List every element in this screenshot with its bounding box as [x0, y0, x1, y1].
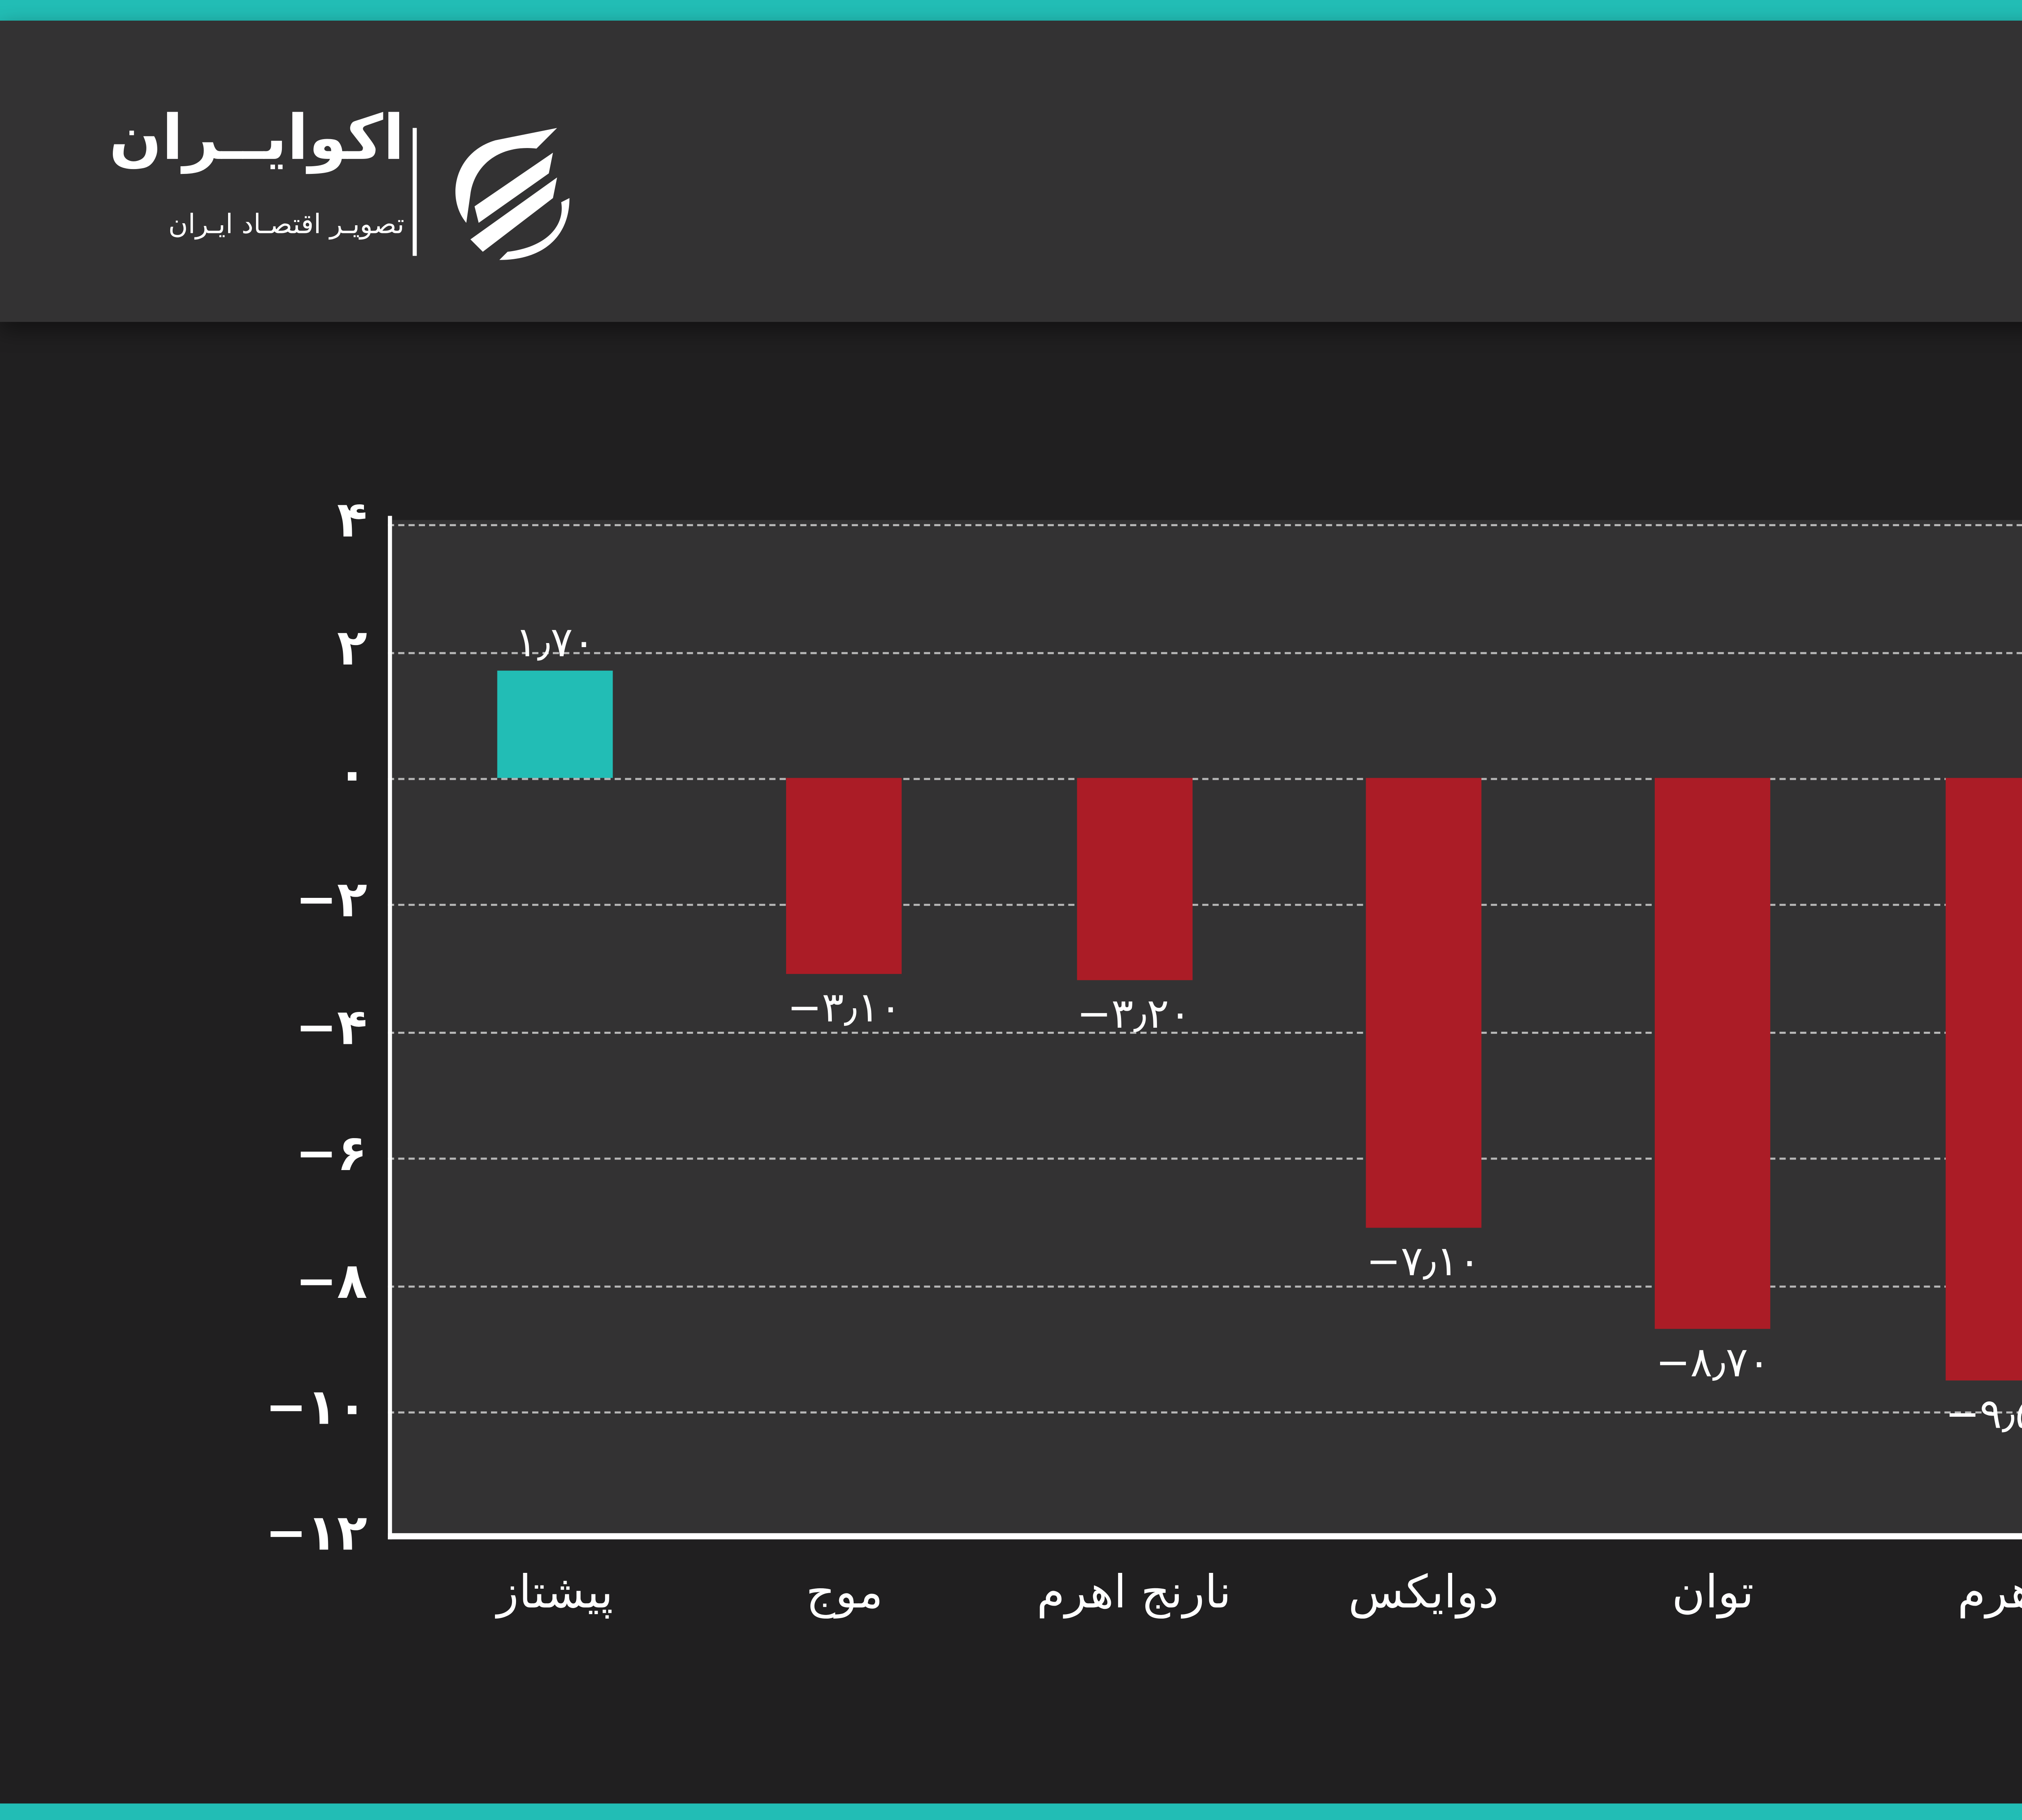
x-category-label: توان — [1672, 1568, 1754, 1620]
x-category-label: اهرم — [1957, 1568, 2022, 1620]
y-tick-label: −۸ — [295, 1251, 368, 1310]
bar-value-label: ۱٫۷۰ — [515, 616, 595, 666]
header: اکوایــران تصویـر اقتصـاد ایـران آخرین ح… — [0, 21, 2022, 322]
logo[interactable]: اکوایــران تصویـر اقتصـاد ایـران — [109, 103, 586, 260]
gridline — [388, 1411, 2022, 1414]
bar[interactable] — [1076, 778, 1192, 981]
gridline — [388, 1031, 2022, 1034]
logo-tagline: تصویـر اقتصـاد ایـران — [168, 210, 404, 241]
gridline — [388, 651, 2022, 654]
bar-value-label: −۸٫۷۰ — [1656, 1337, 1770, 1387]
bar-value-label: −۳٫۲۰ — [1077, 989, 1191, 1039]
y-tick-label: −۶ — [295, 1125, 368, 1183]
y-tick-label: −۱۰ — [265, 1378, 368, 1437]
y-tick-label: −۲ — [295, 872, 368, 929]
bar-value-label: −۷٫۱۰ — [1366, 1236, 1481, 1286]
x-category-label: پیشتاز — [497, 1568, 613, 1620]
x-category-label: نارنج اهرم — [1036, 1568, 1231, 1620]
ecoiran-stripes-logo-icon — [455, 128, 570, 260]
top-accent-bar — [0, 0, 2022, 21]
gridline — [388, 904, 2022, 907]
y-tick-label: ۴ — [337, 491, 368, 550]
y-tick-label: ۲ — [337, 618, 368, 676]
bar[interactable] — [787, 778, 903, 974]
logo-name: اکوایــران — [109, 103, 404, 176]
gridline — [388, 778, 2022, 780]
y-tick-label: −۱۲ — [265, 1505, 368, 1563]
x-axis-line — [388, 1533, 2022, 1540]
bar[interactable] — [1944, 778, 2022, 1380]
bar[interactable] — [1655, 778, 1771, 1329]
y-tick-label: ۰ — [337, 745, 368, 803]
bottom-accent-bar — [0, 1803, 2022, 1820]
bar-value-label: −۹٫۵۰ — [1945, 1388, 2022, 1438]
logo-divider — [412, 128, 417, 256]
bar-value-label: −۳٫۱۰ — [787, 982, 902, 1032]
x-category-label: موج — [806, 1568, 883, 1620]
bar[interactable] — [1365, 778, 1481, 1228]
y-axis-line — [388, 516, 392, 1540]
y-tick-label: −۴ — [295, 998, 368, 1056]
x-category-label: دوایکس — [1348, 1568, 1499, 1620]
gridline — [388, 1285, 2022, 1287]
bar[interactable] — [497, 670, 613, 778]
gridline — [388, 524, 2022, 527]
gridline — [388, 1158, 2022, 1160]
